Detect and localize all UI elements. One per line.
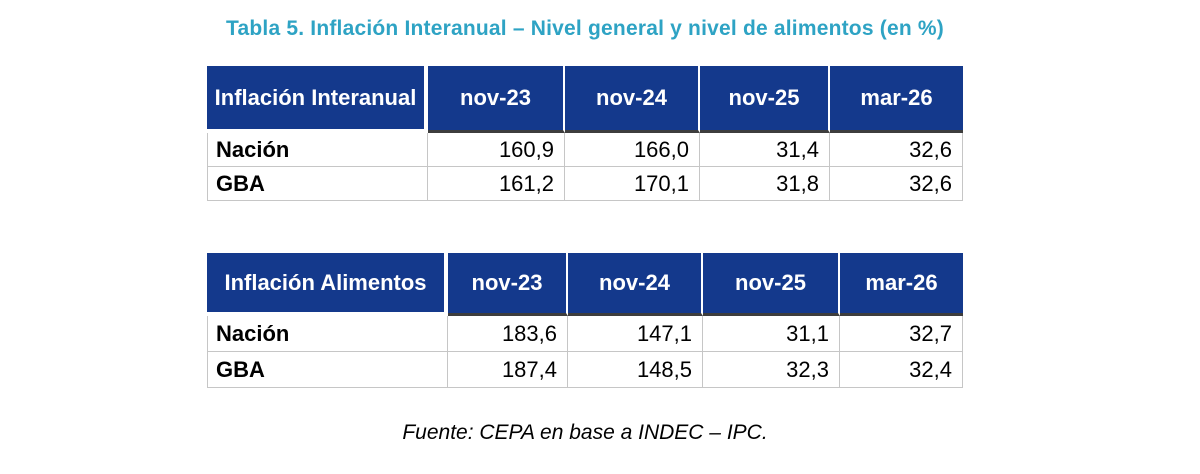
table-cell: 32,4 xyxy=(840,352,963,388)
row-label-cell: Nación xyxy=(207,316,448,352)
table-header-row: Inflación Alimentos nov-23 nov-24 nov-25… xyxy=(207,253,963,316)
table-cell: 160,9 xyxy=(428,133,565,167)
table-title-cell: Inflación Alimentos xyxy=(207,253,448,316)
table-cell: 31,1 xyxy=(703,316,840,352)
column-header-mar-26: mar-26 xyxy=(830,66,963,133)
table-cell: 170,1 xyxy=(565,167,700,201)
column-header-nov-24: nov-24 xyxy=(568,253,703,316)
table-cell: 32,3 xyxy=(703,352,840,388)
table-cell: 31,8 xyxy=(700,167,830,201)
table-cell: 31,4 xyxy=(700,133,830,167)
table-cell: 32,6 xyxy=(830,133,963,167)
row-label-cell: GBA xyxy=(207,352,448,388)
table-row-nacion: Nación 160,9 166,0 31,4 32,6 xyxy=(207,133,963,167)
source-note: Fuente: CEPA en base a INDEC – IPC. xyxy=(402,421,768,444)
page-title: Tabla 5. Inflación Interanual – Nivel ge… xyxy=(226,17,944,40)
table-inflacion-alimentos: Inflación Alimentos nov-23 nov-24 nov-25… xyxy=(207,253,963,388)
column-header-nov-24: nov-24 xyxy=(565,66,700,133)
column-header-nov-23: nov-23 xyxy=(428,66,565,133)
table-row-gba: GBA 187,4 148,5 32,3 32,4 xyxy=(207,352,963,388)
column-header-mar-26: mar-26 xyxy=(840,253,963,316)
table-cell: 183,6 xyxy=(448,316,568,352)
row-label-cell: GBA xyxy=(207,167,428,201)
table-cell: 32,7 xyxy=(840,316,963,352)
table-title-cell: Inflación Interanual xyxy=(207,66,428,133)
column-header-nov-25: nov-25 xyxy=(703,253,840,316)
table-header-row: Inflación Interanual nov-23 nov-24 nov-2… xyxy=(207,66,963,133)
table-cell: 161,2 xyxy=(428,167,565,201)
table-inflacion-interanual: Inflación Interanual nov-23 nov-24 nov-2… xyxy=(207,66,963,201)
column-header-nov-23: nov-23 xyxy=(448,253,568,316)
table-cell: 166,0 xyxy=(565,133,700,167)
table-cell: 32,6 xyxy=(830,167,963,201)
table-cell: 147,1 xyxy=(568,316,703,352)
table-row-gba: GBA 161,2 170,1 31,8 32,6 xyxy=(207,167,963,201)
row-label-cell: Nación xyxy=(207,133,428,167)
table-cell: 148,5 xyxy=(568,352,703,388)
table-cell: 187,4 xyxy=(448,352,568,388)
column-header-nov-25: nov-25 xyxy=(700,66,830,133)
document-content: Tabla 5. Inflación Interanual – Nivel ge… xyxy=(207,0,963,445)
table-row-nacion: Nación 183,6 147,1 31,1 32,7 xyxy=(207,316,963,352)
